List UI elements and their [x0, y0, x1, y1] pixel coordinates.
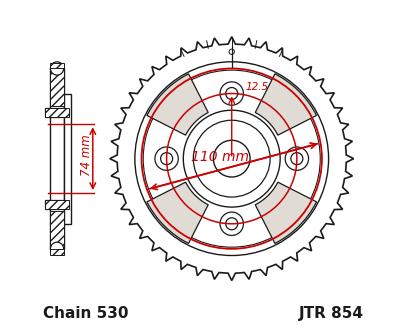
Polygon shape — [45, 200, 69, 209]
Polygon shape — [64, 94, 71, 223]
Circle shape — [226, 88, 238, 100]
Text: 110 mm: 110 mm — [191, 150, 249, 164]
Circle shape — [213, 140, 250, 177]
Polygon shape — [255, 182, 316, 243]
Circle shape — [220, 212, 244, 235]
Circle shape — [155, 147, 178, 170]
Circle shape — [143, 70, 320, 247]
Circle shape — [160, 153, 173, 165]
Circle shape — [226, 218, 238, 230]
Circle shape — [50, 242, 64, 256]
Circle shape — [220, 82, 244, 105]
Polygon shape — [50, 249, 64, 255]
Polygon shape — [255, 74, 316, 135]
Circle shape — [285, 147, 308, 170]
Polygon shape — [147, 74, 208, 135]
Circle shape — [291, 153, 303, 165]
Polygon shape — [50, 68, 64, 106]
Polygon shape — [45, 108, 69, 117]
Circle shape — [50, 62, 64, 75]
Text: Chain 530: Chain 530 — [43, 306, 128, 321]
Polygon shape — [50, 68, 64, 249]
Polygon shape — [45, 108, 69, 117]
Circle shape — [135, 62, 328, 256]
Text: 74 mm: 74 mm — [80, 135, 93, 176]
Polygon shape — [50, 62, 64, 68]
Text: JTR 854: JTR 854 — [299, 306, 364, 321]
Polygon shape — [110, 37, 354, 281]
Polygon shape — [147, 182, 208, 243]
Polygon shape — [45, 200, 69, 209]
Circle shape — [193, 120, 270, 197]
Text: 12.5: 12.5 — [245, 82, 268, 92]
Circle shape — [183, 110, 280, 207]
Polygon shape — [50, 211, 64, 249]
